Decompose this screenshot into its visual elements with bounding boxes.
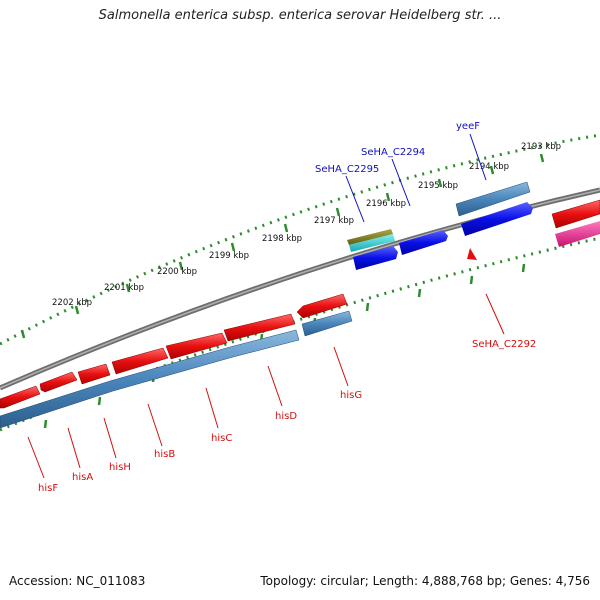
kbp-label: 2200 kbp xyxy=(157,267,197,277)
kbp-label: 2197 kbp xyxy=(314,216,354,226)
accession-text: Accession: NC_011083 xyxy=(9,574,146,588)
outer-major-ticks xyxy=(20,153,545,339)
gene-label-SeHA-C2294[interactable]: SeHA_C2294 xyxy=(361,147,425,158)
gene-label-SeHA-C2292[interactable]: SeHA_C2292 xyxy=(472,339,536,350)
gene-label-hisB[interactable]: hisB xyxy=(154,449,175,460)
kbp-label: 2196 kbp xyxy=(366,199,406,209)
gene-labels: yeeF SeHA_C2294 SeHA_C2295 SeHA_C2292 hi… xyxy=(38,121,536,494)
kbp-label: 2201 kbp xyxy=(104,283,144,293)
map-title: Salmonella enterica subsp. enterica sero… xyxy=(98,8,502,23)
gene-yeeF-reverse[interactable] xyxy=(455,181,531,217)
gene-label-yeeF[interactable]: yeeF xyxy=(456,121,480,132)
kbp-label: 2195 kbp xyxy=(418,181,458,191)
gene-SeHA-C2295-blue[interactable] xyxy=(353,246,398,270)
label-connectors xyxy=(27,133,505,479)
reverse-genes xyxy=(0,181,531,429)
gene-label-hisF[interactable]: hisF xyxy=(38,483,58,494)
forward-genes xyxy=(0,199,600,409)
gene-hisC-forward[interactable] xyxy=(165,332,228,360)
gene-label-SeHA-C2295[interactable]: SeHA_C2295 xyxy=(315,164,379,175)
kbp-label: 2199 kbp xyxy=(209,251,249,261)
gene-hisD-forward[interactable] xyxy=(223,313,296,342)
kbp-label: 2194 kbp xyxy=(469,162,509,172)
gene-SeHA-C2295-olive[interactable] xyxy=(347,229,393,245)
gene-SeHA-C2292[interactable] xyxy=(467,248,477,260)
gene-label-hisH[interactable]: hisH xyxy=(109,462,131,473)
gene-hisB-forward[interactable] xyxy=(111,347,169,375)
gene-right-pink[interactable] xyxy=(555,221,600,247)
gene-yeeF-blue[interactable] xyxy=(461,202,533,236)
genome-summary-text: Topology: circular; Length: 4,888,768 bp… xyxy=(260,574,590,588)
gene-hisH-forward[interactable] xyxy=(77,363,111,385)
gene-label-hisA[interactable]: hisA xyxy=(72,472,93,483)
gene-hisG-forward[interactable] xyxy=(296,293,348,319)
gene-right-red[interactable] xyxy=(551,199,600,229)
gene-hisF-forward[interactable] xyxy=(0,385,41,409)
inner-tick-ring xyxy=(0,236,600,432)
kbp-label: 2198 kbp xyxy=(262,234,302,244)
kbp-label: 2202 kbp xyxy=(52,298,92,308)
gene-SeHA-C2294-blue[interactable] xyxy=(399,230,448,255)
gene-his-reverse-strip[interactable] xyxy=(0,329,300,429)
gene-label-hisC[interactable]: hisC xyxy=(211,433,232,444)
gene-SeHA-C2295-cyan[interactable] xyxy=(349,234,395,252)
kbp-label: 2193 kbp xyxy=(521,142,561,152)
kbp-labels: 2193 kbp 2194 kbp 2195 kbp 2196 kbp 2197… xyxy=(52,142,561,308)
gene-hisG-reverse[interactable] xyxy=(301,310,353,337)
gene-label-hisD[interactable]: hisD xyxy=(275,411,297,422)
gene-hisA-forward[interactable] xyxy=(39,371,78,393)
gene-label-hisG[interactable]: hisG xyxy=(340,390,362,401)
